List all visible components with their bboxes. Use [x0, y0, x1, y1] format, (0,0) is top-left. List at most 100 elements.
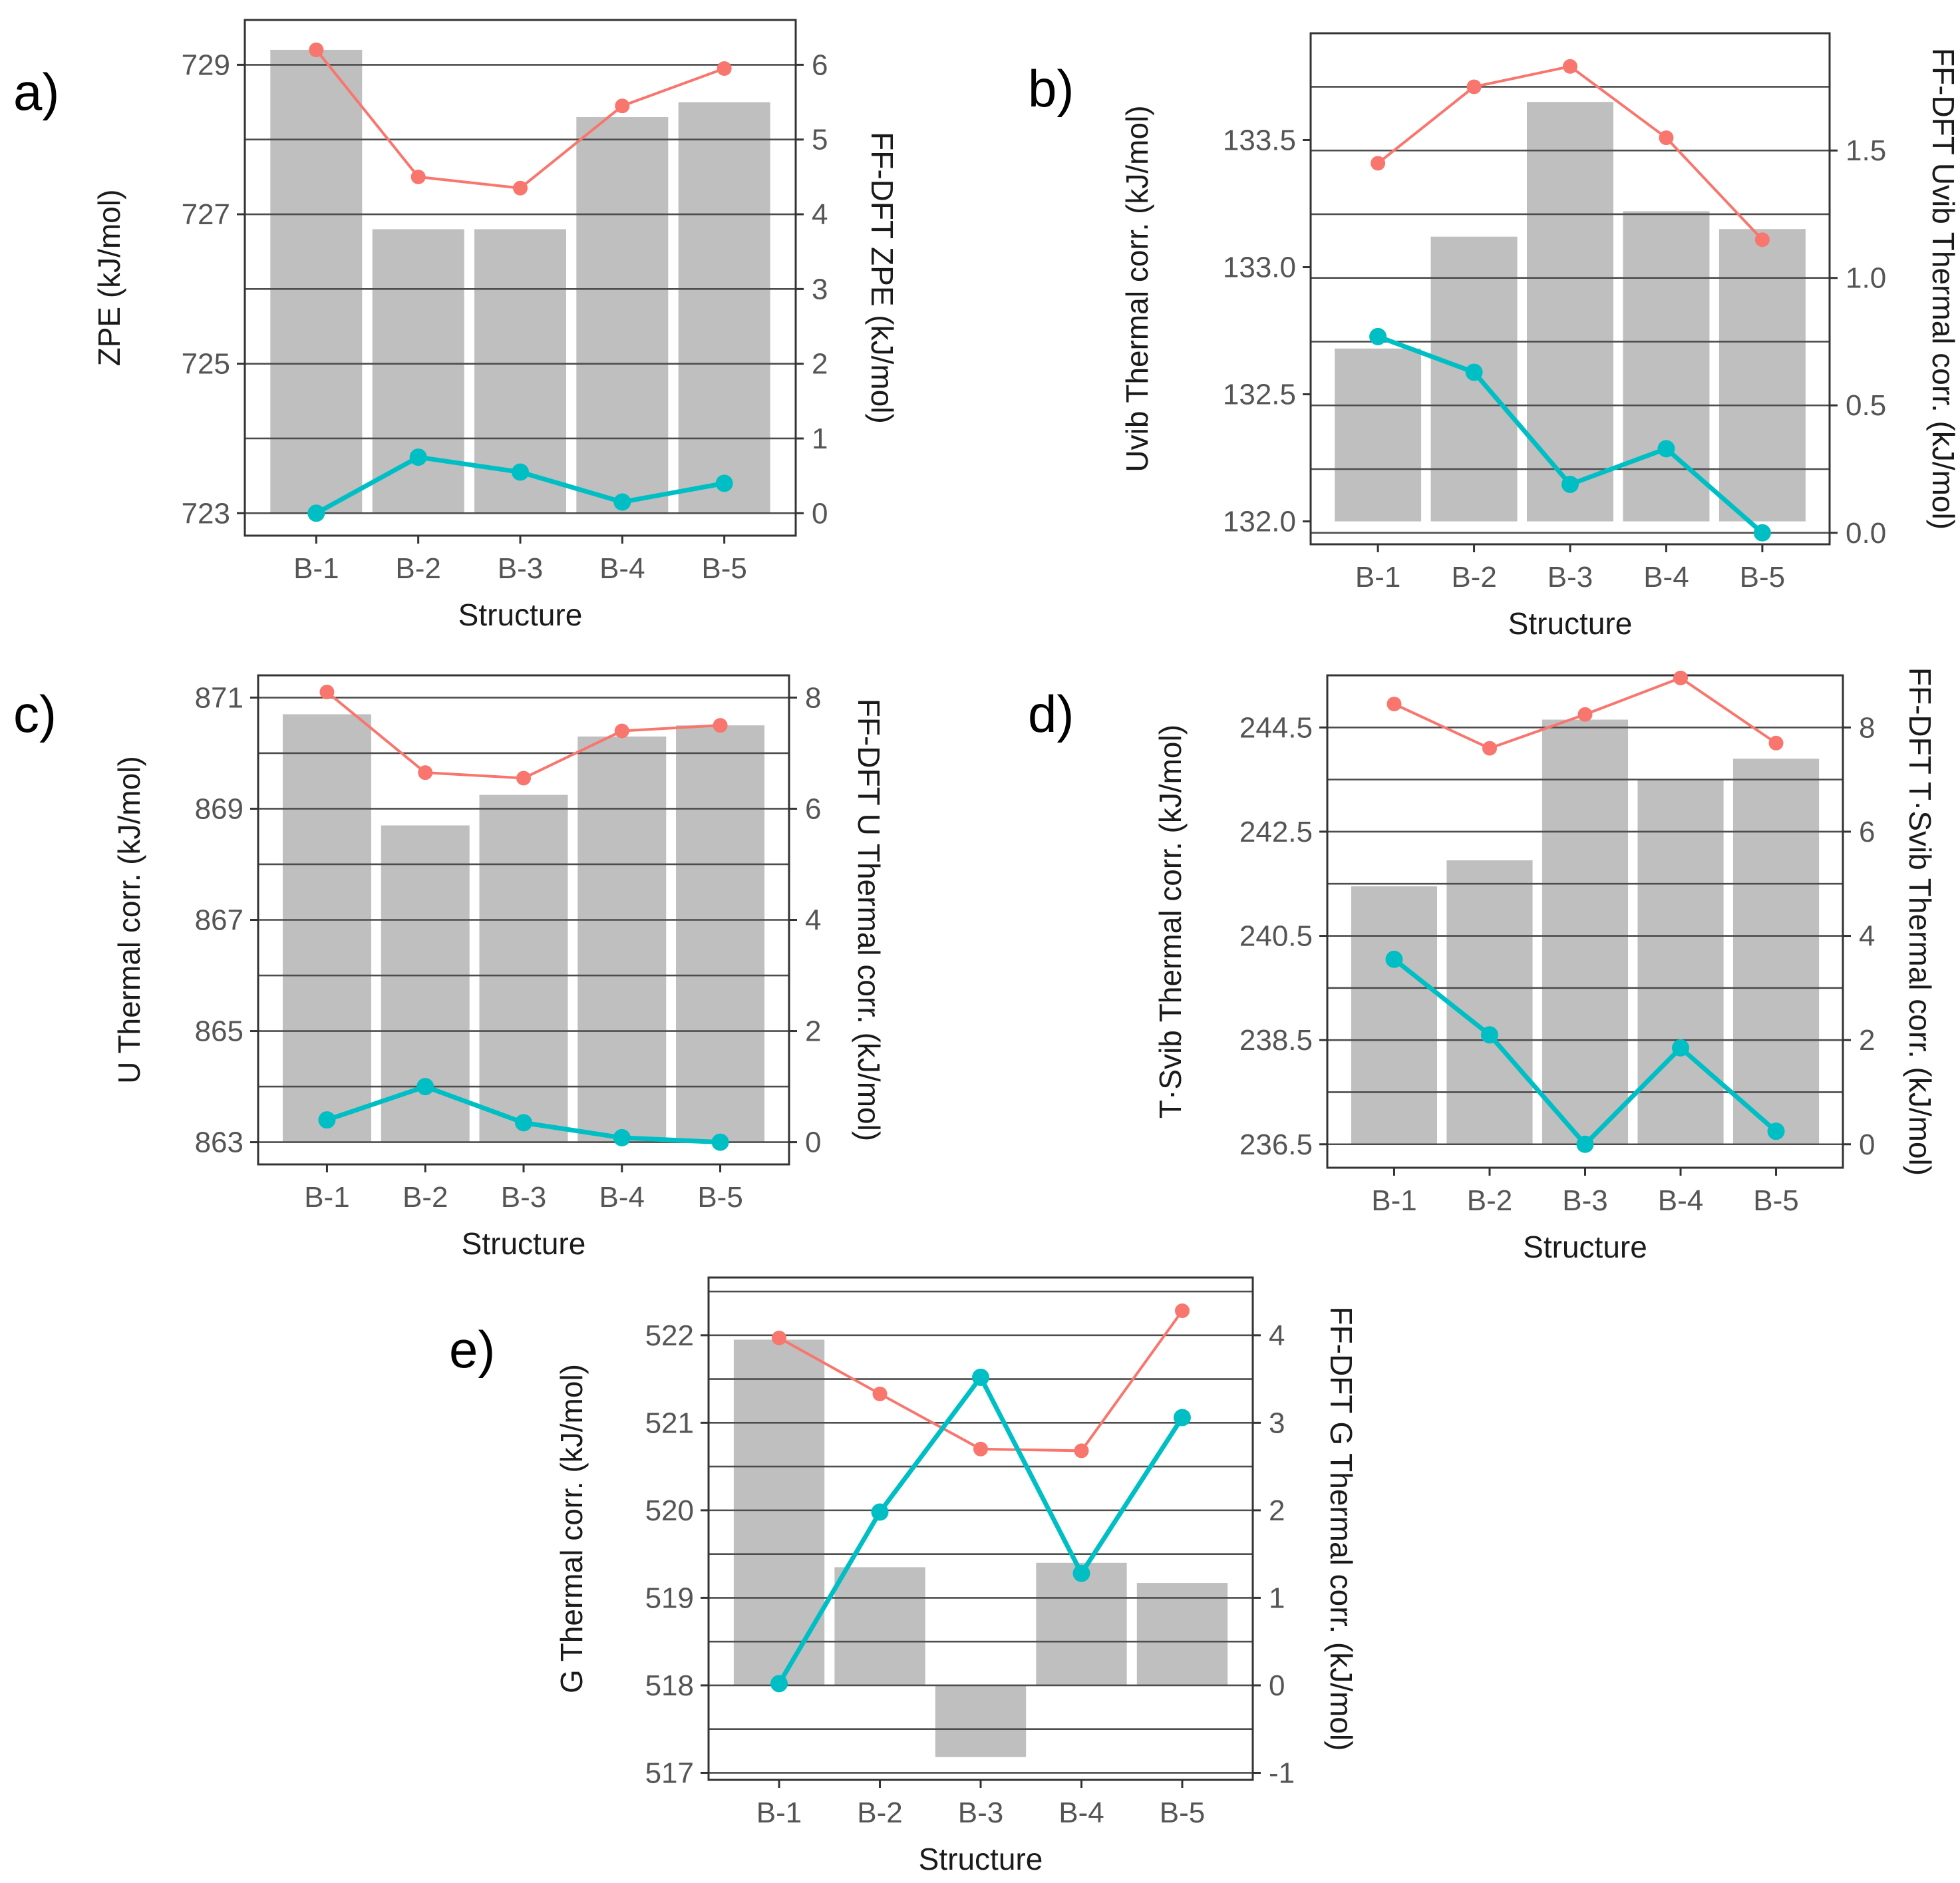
xtick-label-b-B-5: B-5 [1740, 561, 1785, 594]
point-e-upper-B-4 [1074, 1443, 1089, 1458]
bar-a-B-5 [678, 102, 770, 514]
bar-d-B-4 [1637, 779, 1724, 1144]
ytick-label-c-3: 869 [195, 792, 244, 825]
xtick-label-d-B-3: B-3 [1562, 1184, 1607, 1217]
xtick-label-d-B-4: B-4 [1658, 1184, 1703, 1217]
point-b-upper-B-4 [1659, 130, 1674, 146]
ytick-label-b-0: 132.0 [1223, 506, 1296, 538]
bar-b-B-3 [1527, 102, 1613, 522]
point-a-upper-B-5 [717, 61, 732, 77]
panel-d-letter: d) [1028, 685, 1074, 743]
y2tick-label-b-0: 0.0 [1846, 517, 1886, 550]
xtick-label-e-B-4: B-4 [1059, 1797, 1104, 1829]
bar-c-B-4 [577, 736, 667, 1142]
y2tick-label-a-4: 4 [812, 198, 828, 231]
bar-d-B-1 [1351, 886, 1438, 1144]
bar-c-B-5 [676, 725, 765, 1142]
xtick-label-d-B-5: B-5 [1753, 1184, 1798, 1217]
point-b-lower-B-5 [1753, 524, 1771, 542]
point-a-lower-B-2 [409, 448, 427, 466]
xtick-label-a-B-4: B-4 [599, 552, 645, 585]
ytick-label-b-1: 132.5 [1223, 379, 1296, 411]
point-d-upper-B-3 [1577, 707, 1593, 722]
xtick-label-a-B-1: B-1 [293, 552, 339, 585]
xaxis-title-a: Structure [458, 598, 583, 632]
point-d-lower-B-3 [1576, 1135, 1594, 1153]
bar-a-B-4 [576, 117, 669, 514]
point-a-upper-B-4 [615, 98, 630, 114]
panel-c: 863 865 867 869 871 0 2 4 6 8 B-1 B-2 B-3 B-4 B-5 Struc… [13, 674, 886, 1261]
xtick-label-d-B-1: B-1 [1371, 1184, 1416, 1217]
point-a-lower-B-3 [512, 463, 529, 481]
point-c-upper-B-5 [713, 718, 728, 733]
point-c-lower-B-4 [613, 1128, 631, 1146]
bar-d-B-3 [1542, 719, 1629, 1144]
y2tick-label-e-0: -1 [1269, 1757, 1295, 1789]
ytick-label-e-2: 519 [645, 1582, 694, 1614]
panel-a: 723 725 727 729 0 1 2 3 4 5 6 B-1 B-2 B-3 B-4 B-5 Struct… [13, 19, 899, 632]
y2axis-title-c: FF-DFT U Thermal corr. (kJ/mol) [852, 699, 886, 1141]
point-a-upper-B-2 [410, 169, 426, 184]
y2tick-label-d-3: 6 [1859, 816, 1875, 848]
point-e-lower-B-1 [770, 1675, 788, 1693]
point-d-lower-B-4 [1672, 1039, 1690, 1057]
point-b-lower-B-4 [1657, 440, 1675, 458]
point-e-upper-B-3 [973, 1441, 988, 1456]
bar-e-B-3 [935, 1685, 1027, 1757]
xtick-label-e-B-1: B-1 [756, 1797, 802, 1829]
xtick-label-c-B-4: B-4 [599, 1181, 645, 1214]
point-b-lower-B-2 [1465, 363, 1483, 381]
ytick-label-e-0: 517 [645, 1757, 694, 1789]
panel-b: 132.0 132.5 133.0 133.5 0.0 0.5 1.0 1.5 B-1 B-2 B-… [1028, 32, 1960, 641]
xtick-label-b-B-1: B-1 [1355, 561, 1400, 594]
panel-e: 517 518 519 520 521 522 -1 0 1 2 3 4 B-1 B-2 B-3 B-4 B-5… [449, 1276, 1359, 1876]
y2tick-label-a-6: 6 [812, 49, 828, 81]
y2tick-label-e-5: 4 [1269, 1319, 1285, 1352]
ytick-label-c-1: 865 [195, 1015, 244, 1048]
panel-b-letter: b) [1028, 59, 1074, 118]
yaxis-title-c: U Thermal corr. (kJ/mol) [112, 756, 146, 1083]
xaxis-title-e: Structure [919, 1842, 1043, 1876]
y2tick-label-e-3: 2 [1269, 1494, 1285, 1527]
ytick-label-e-3: 520 [645, 1494, 694, 1527]
ytick-label-d-0: 236.5 [1239, 1128, 1313, 1161]
point-d-upper-B-1 [1387, 697, 1402, 712]
point-b-upper-B-2 [1466, 79, 1482, 94]
point-d-upper-B-4 [1673, 670, 1689, 685]
ytick-label-e-4: 521 [645, 1407, 694, 1439]
y2tick-label-c-0: 0 [805, 1126, 821, 1159]
point-b-lower-B-3 [1561, 475, 1579, 493]
xtick-label-b-B-2: B-2 [1451, 561, 1496, 594]
xtick-label-c-B-1: B-1 [304, 1181, 349, 1214]
point-c-lower-B-1 [318, 1111, 336, 1129]
y2tick-label-d-4: 8 [1859, 711, 1875, 744]
panel-a-letter: a) [13, 63, 59, 121]
point-a-lower-B-4 [613, 493, 631, 511]
bar-c-B-1 [282, 714, 371, 1142]
point-e-lower-B-2 [871, 1503, 889, 1521]
ytick-label-e-5: 522 [645, 1319, 694, 1352]
point-c-lower-B-2 [416, 1078, 434, 1096]
point-a-upper-B-1 [309, 42, 324, 57]
ytick-label-b-2: 133.0 [1223, 252, 1296, 284]
y2tick-label-d-2: 4 [1859, 920, 1875, 953]
yaxis-title-b: Uvib Thermal corr. (kJ/mol) [1120, 105, 1154, 472]
bar-d-B-5 [1732, 759, 1820, 1144]
point-d-upper-B-5 [1768, 735, 1784, 751]
y2tick-label-c-1: 2 [805, 1015, 821, 1048]
xtick-label-a-B-2: B-2 [395, 552, 440, 585]
y2axis-title-d: FF-DFT T·Svib Thermal corr. (kJ/mol) [1903, 667, 1937, 1176]
y2tick-label-d-0: 0 [1859, 1128, 1875, 1161]
panel-e-letter: e) [449, 1320, 495, 1379]
ytick-label-d-3: 242.5 [1239, 816, 1313, 848]
point-e-lower-B-4 [1072, 1564, 1090, 1582]
y2tick-label-e-4: 3 [1269, 1407, 1285, 1439]
panel-d: 236.5 238.5 240.5 242.5 244.5 0 2 4 6 8 B-1 B-2 B-3 B… [1028, 667, 1937, 1264]
bar-e-B-2 [834, 1567, 925, 1685]
bar-b-B-5 [1718, 229, 1806, 522]
y2tick-label-c-3: 6 [805, 792, 821, 825]
y2tick-label-a-2: 2 [812, 348, 828, 381]
point-a-lower-B-1 [307, 504, 325, 522]
xtick-label-e-B-3: B-3 [958, 1797, 1003, 1829]
y2tick-label-b-2: 1.0 [1846, 262, 1886, 295]
